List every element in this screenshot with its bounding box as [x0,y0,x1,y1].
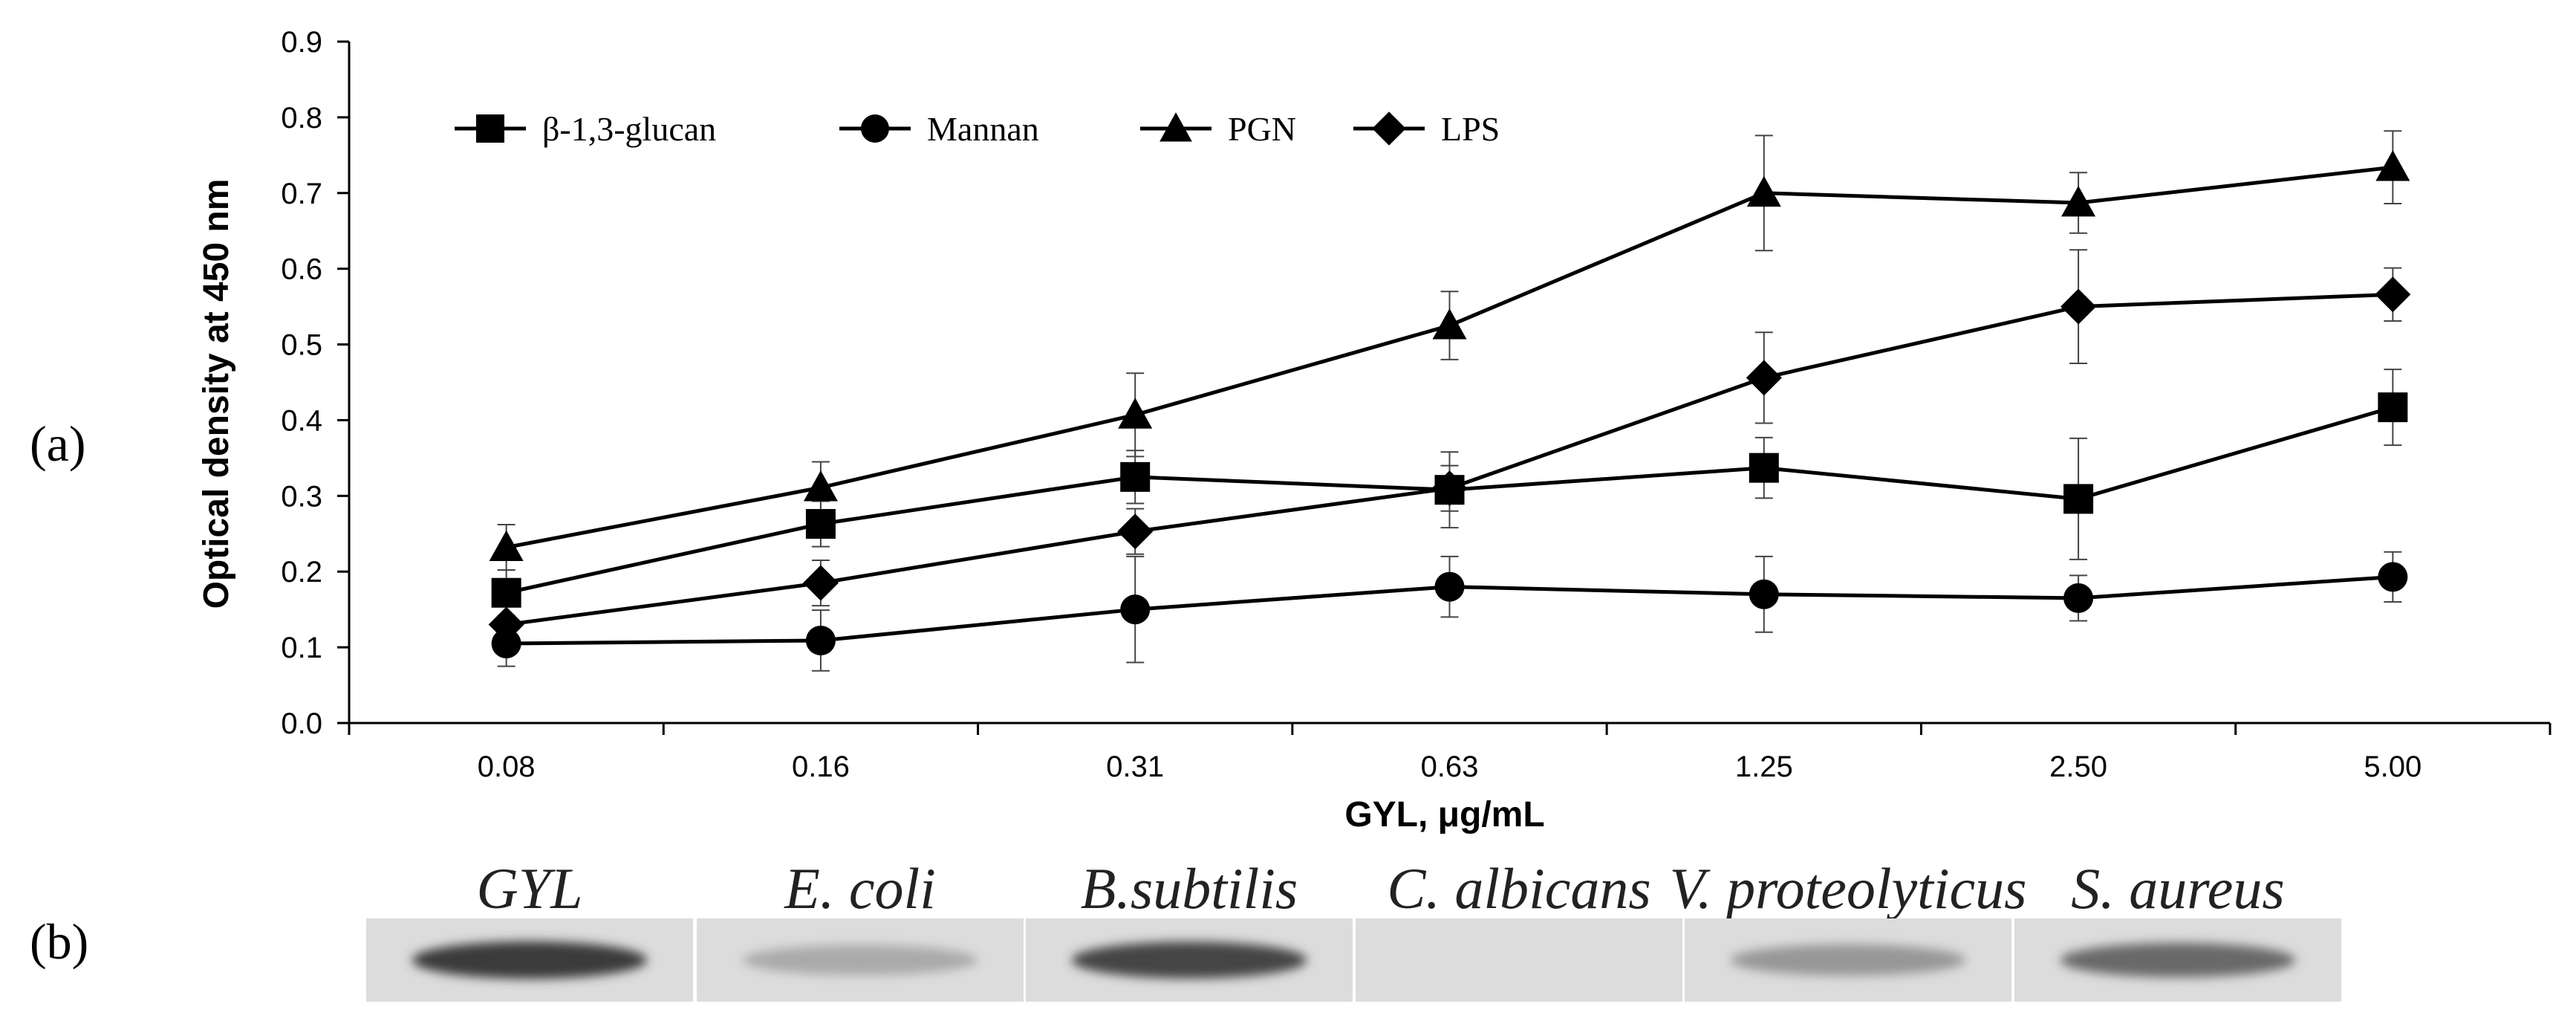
data-point [1434,571,1465,602]
lane-label: V. proteolyticus [1670,856,2027,921]
legend-marker [1159,112,1192,142]
y-tick-label: 0.1 [281,632,322,664]
data-point [1432,308,1467,340]
blot-band [2060,942,2296,978]
y-tick-label: 0.5 [281,329,322,362]
data-point [2061,288,2097,325]
y-tick-label: 0.0 [281,707,322,740]
data-point [1431,470,1468,507]
data-point [2375,150,2410,181]
blot-lane [1356,918,1682,1002]
data-point [805,625,836,655]
data-point [488,606,524,643]
legend-marker [861,114,889,143]
axes [337,40,2551,735]
data-point [1749,579,1779,609]
legend-marker [1372,111,1406,146]
data-point [802,565,839,601]
legend-item: PGN [1140,110,1296,148]
data-point [2375,276,2411,313]
data-point [2378,392,2408,423]
y-tick-label: 0.8 [281,102,322,134]
legend-item: LPS [1353,110,1500,148]
panel-label-a: (a) [30,415,85,472]
x-axis-label: GYL, μg/mL [1344,795,1544,834]
lane-label: S. aureus [2071,856,2284,921]
x-tick-label: 1.25 [1735,751,1793,783]
legend-item: Mannan [839,110,1039,148]
legend-label: LPS [1441,110,1500,148]
data-point [2063,484,2094,514]
data-point [1120,594,1151,625]
blot-lane-labels: GYL E. coli B.subtilis C. albicans V. proteo… [476,856,2284,921]
y-tick-labels: 0.0 0.1 0.2 0.3 0.4 0.5 0.6 0.7 0.8 0.9 [281,26,322,740]
series-markers [488,150,2411,659]
data-point [2378,562,2408,592]
blot-band [742,944,978,976]
legend-marker [476,114,504,143]
data-point [491,629,521,659]
legend: β-1,3-glucan Mannan PGN LPS [455,110,1500,148]
x-tick-label: 0.31 [1106,751,1164,783]
x-tick-label: 2.50 [2049,751,2107,783]
legend-label: β-1,3-glucan [542,110,716,148]
lane-label: GYL [476,856,582,921]
data-point [2063,583,2094,613]
y-tick-label: 0.7 [281,178,322,210]
x-tick-label: 5.00 [2364,751,2421,783]
data-point [1118,398,1153,429]
data-point [803,470,838,502]
data-point [491,577,521,608]
y-tick-label: 0.2 [281,556,322,589]
blot-band [1071,941,1307,979]
data-point [1117,513,1154,550]
data-point [1746,175,1781,207]
legend-label: Mannan [927,110,1039,148]
data-point [1120,461,1151,492]
lane-label: E. coli [784,856,936,921]
data-point [2061,186,2096,217]
blot-band [412,941,648,979]
blot-band [1730,944,1966,976]
y-tick-label: 0.6 [281,253,322,286]
data-point [489,530,524,562]
blot-lanes [366,918,2341,1002]
y-tick-label: 0.3 [281,480,322,513]
x-tick-label: 0.08 [478,751,536,783]
x-tick-labels: 0.08 0.16 0.31 0.63 1.25 2.50 5.00 [478,751,2422,783]
blot-panel: GYL E. coli B.subtilis C. albicans V. proteo… [366,856,2341,1002]
x-tick-label: 0.63 [1421,751,1479,783]
panel-label-b: (b) [30,913,88,970]
legend-item: β-1,3-glucan [455,110,716,148]
data-point [805,509,836,539]
data-point [1746,360,1782,396]
y-axis-label: Optical density at 450 nm [197,179,236,609]
lane-label: B.subtilis [1081,856,1298,921]
lane-label: C. albicans [1387,856,1650,921]
x-tick-label: 0.16 [792,751,850,783]
y-tick-label: 0.9 [281,26,322,59]
y-tick-label: 0.4 [281,404,322,437]
chart-panel: 0.08 0.16 0.31 0.63 1.25 2.50 5.00 0.00.10.20.… [197,26,2551,834]
legend-label: PGN [1228,110,1296,148]
data-point [1749,453,1779,483]
